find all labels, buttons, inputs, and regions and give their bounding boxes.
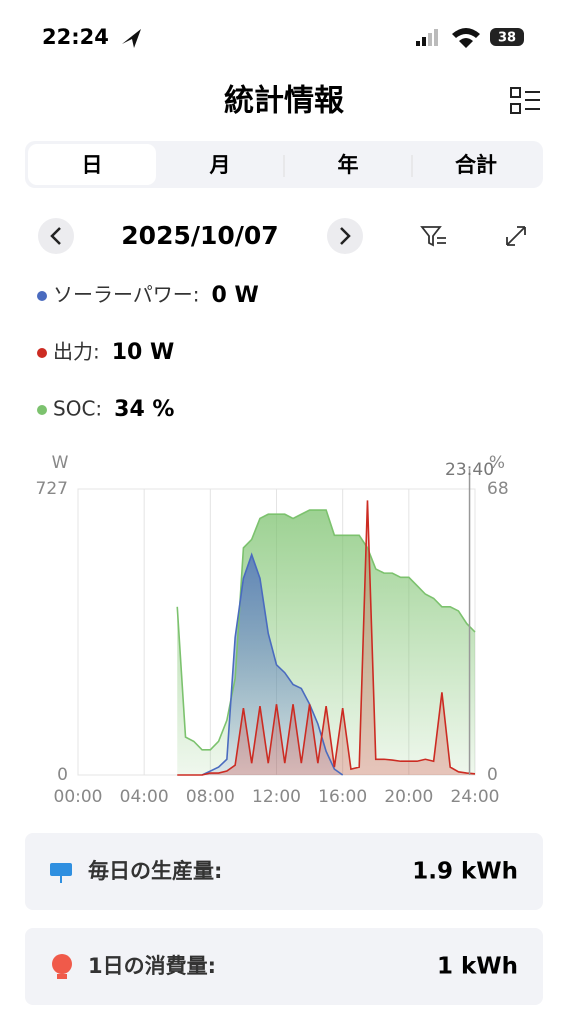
card-label: 1日の消費量: [88, 954, 216, 978]
legend-value: 0 W [212, 283, 259, 308]
tab-selected [28, 144, 156, 185]
legend-label: ソーラーパワー: [53, 283, 200, 307]
x-tick-label: 24:00 [451, 787, 500, 807]
battery-icon [490, 28, 524, 46]
legend-label: 出力: [53, 340, 100, 364]
prev-icon [50, 227, 61, 245]
prev-button[interactable] [38, 218, 74, 254]
series-area [177, 500, 475, 775]
location-icon [122, 29, 141, 48]
status-time: 22:24 [42, 25, 109, 49]
summary-card [25, 833, 543, 910]
y2-tick-label: 0 [487, 765, 498, 785]
series-line [177, 500, 476, 776]
tab[interactable]: 日 [82, 153, 103, 177]
date: 2025/10/07 [121, 221, 278, 250]
x-tick-label: 00:00 [54, 787, 103, 807]
summary-card [25, 928, 543, 1005]
page-title: 統計情報 [224, 84, 345, 119]
y2-axis-label: % [489, 453, 505, 473]
bulb-icon-base [57, 974, 67, 979]
solar-icon [50, 863, 72, 876]
signal-icon [416, 29, 438, 46]
filter-icon[interactable] [420, 226, 446, 247]
legend-value: 34 % [114, 397, 174, 422]
x-tick-label: 16:00 [318, 787, 367, 807]
bulb-icon [52, 954, 72, 974]
series-line [201, 552, 344, 776]
legend-dot [37, 291, 47, 301]
x-tick-label: 04:00 [120, 787, 169, 807]
card-value: 1.9 kWh [412, 859, 518, 885]
x-tick-label: 08:00 [186, 787, 235, 807]
y2-tick-label: 68 [487, 479, 509, 499]
legend-dot [37, 348, 47, 358]
y-tick-label: 0 [57, 765, 68, 785]
legend-label: SOC: [53, 397, 102, 421]
x-tick-label: 12:00 [252, 787, 301, 807]
legend-value: 10 W [112, 340, 175, 365]
card-value: 1 kWh [437, 954, 518, 980]
series-line [176, 509, 476, 751]
battery-level: 38 [498, 31, 516, 46]
wifi-icon [452, 28, 480, 48]
card-label: 毎日の生産量: [88, 859, 222, 883]
y-tick-label: 727 [36, 479, 68, 499]
x-tick-label: 20:00 [384, 787, 433, 807]
list-icon[interactable] [510, 87, 540, 114]
next-icon [340, 227, 351, 245]
tab[interactable]: 年 [338, 153, 359, 177]
tab[interactable]: 月 [209, 153, 231, 177]
expand-icon[interactable] [506, 226, 526, 246]
cursor-label: 23:40 [445, 460, 494, 480]
tab[interactable]: 合計 [455, 153, 497, 177]
y-axis-label: W [52, 453, 69, 473]
next-button[interactable] [327, 218, 363, 254]
legend-dot [37, 405, 47, 415]
